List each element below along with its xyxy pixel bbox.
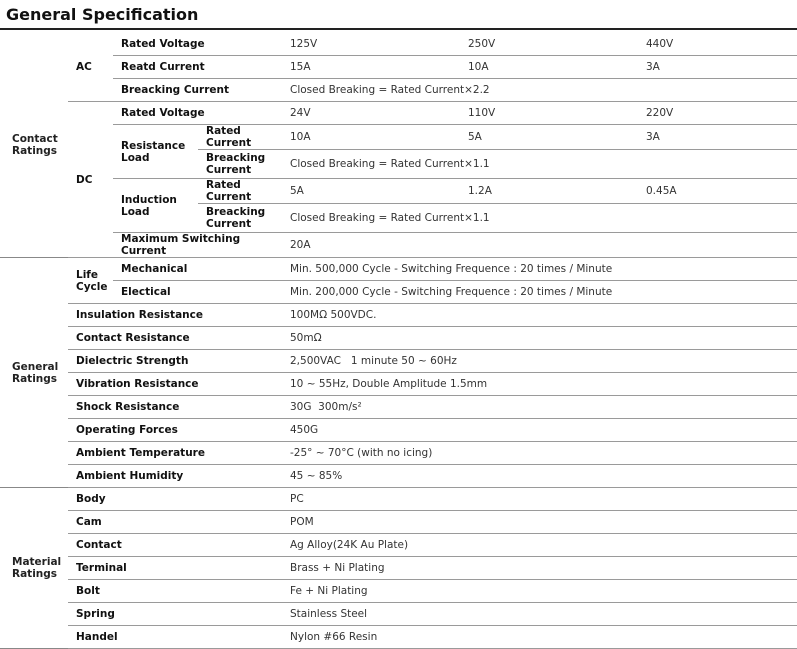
cell-value: 24V bbox=[282, 101, 460, 125]
cell-value: 110V bbox=[460, 101, 638, 125]
row-label: Insulation Resistance bbox=[68, 303, 282, 327]
row-label: Breacking Current bbox=[198, 203, 282, 233]
group-general-ratings: General Ratings bbox=[0, 257, 68, 488]
cell-value: 3A bbox=[638, 55, 797, 79]
table-row: General Ratings Life Cycle Mechanical Mi… bbox=[0, 257, 797, 488]
table-row: Contact Ag Alloy(24K Au Plate) bbox=[0, 533, 797, 557]
cell-value: 125V bbox=[282, 33, 460, 56]
cell-value: 15A bbox=[282, 55, 460, 79]
cell-value: 50mΩ bbox=[282, 326, 797, 350]
cell-value: 2,500VAC 1 minute 50 ~ 60Hz bbox=[282, 349, 797, 373]
cell-value: 100MΩ 500VDC. bbox=[282, 303, 797, 327]
table-row: Maximum Switching Current 20A bbox=[0, 232, 797, 258]
ac-label: AC bbox=[68, 33, 113, 102]
row-label: Breacking Current bbox=[113, 78, 282, 102]
table-row: Material Ratings Body PC bbox=[0, 487, 797, 649]
cell-value: 5A bbox=[282, 178, 460, 204]
title-divider bbox=[0, 28, 797, 30]
table-row: Induction Load Rated Current 5A 1.2A 0.4… bbox=[0, 178, 797, 233]
table-row: Contact Ratings AC Rated Voltage 125V 25… bbox=[0, 33, 797, 258]
table-row: DC Rated Voltage 24V 110V 220V bbox=[0, 101, 797, 258]
row-label: Body bbox=[68, 487, 282, 511]
dc-label: DC bbox=[68, 101, 113, 258]
group-material-ratings: Material Ratings bbox=[0, 487, 68, 649]
row-label: Dielectric Strength bbox=[68, 349, 282, 373]
group-contact-ratings: Contact Ratings bbox=[0, 33, 68, 258]
row-label: Terminal bbox=[68, 556, 282, 580]
table-row: Resistance Load Rated Current 10A 5A 3A bbox=[0, 124, 797, 179]
row-label: Reatd Current bbox=[113, 55, 282, 79]
table-row: Vibration Resistance 10 ~ 55Hz, Double Am… bbox=[0, 372, 797, 396]
spec-table: Contact Ratings AC Rated Voltage 125V 25… bbox=[0, 33, 797, 649]
row-label: Maximum Switching Current bbox=[113, 232, 282, 258]
table-row: Ambient Temperature -25° ~ 70°C (with no … bbox=[0, 441, 797, 465]
table-row: Breacking Current Closed Breaking = Rate… bbox=[0, 203, 797, 233]
cell-value: Closed Breaking = Rated Current×1.1 bbox=[282, 149, 797, 179]
cell-value: 10A bbox=[460, 55, 638, 79]
cell-value: Min. 200,000 Cycle - Switching Frequence… bbox=[282, 280, 797, 304]
table-row: Contact Resistance 50mΩ bbox=[0, 326, 797, 350]
cell-value: 45 ~ 85% bbox=[282, 464, 797, 488]
table-row: Terminal Brass + Ni Plating bbox=[0, 556, 797, 580]
row-label: Contact bbox=[68, 533, 282, 557]
table-row: Operating Forces 450G bbox=[0, 418, 797, 442]
cell-value: 450G bbox=[282, 418, 797, 442]
cell-value: 10A bbox=[282, 124, 460, 150]
cell-value: Stainless Steel bbox=[282, 602, 797, 626]
table-row: Electical Min. 200,000 Cycle - Switching… bbox=[0, 280, 797, 304]
cell-value: 30G 300m/s² bbox=[282, 395, 797, 419]
cell-value: 1.2A bbox=[460, 178, 638, 204]
row-label: Electical bbox=[113, 280, 282, 304]
cell-value: 10 ~ 55Hz, Double Amplitude 1.5mm bbox=[282, 372, 797, 396]
cell-value: 250V bbox=[460, 33, 638, 56]
row-label: Rated Current bbox=[198, 178, 282, 204]
table-row: Spring Stainless Steel bbox=[0, 602, 797, 626]
row-label: Bolt bbox=[68, 579, 282, 603]
cell-value: 440V bbox=[638, 33, 797, 56]
table-row: Dielectric Strength 2,500VAC 1 minute 50 … bbox=[0, 349, 797, 373]
table-row: Breacking Current Closed Breaking = Rate… bbox=[0, 78, 797, 102]
cell-value: PC bbox=[282, 487, 797, 511]
cell-value: 220V bbox=[638, 101, 797, 125]
cell-value: Ag Alloy(24K Au Plate) bbox=[282, 533, 797, 557]
table-row: Handel Nylon #66 Resin bbox=[0, 625, 797, 649]
row-label: Shock Resistance bbox=[68, 395, 282, 419]
cell-value: 0.45A bbox=[638, 178, 797, 204]
cell-value: Closed Breaking = Rated Current×1.1 bbox=[282, 203, 797, 233]
row-label: Rated Voltage bbox=[113, 33, 282, 56]
table-row: Cam POM bbox=[0, 510, 797, 534]
cell-value: POM bbox=[282, 510, 797, 534]
table-row: Bolt Fe + Ni Plating bbox=[0, 579, 797, 603]
cell-value: 5A bbox=[460, 124, 638, 150]
cell-value: Fe + Ni Plating bbox=[282, 579, 797, 603]
induction-load-label: Induction Load bbox=[113, 178, 198, 233]
table-row: Reatd Current 15A 10A 3A bbox=[0, 55, 797, 79]
cell-value: Nylon #66 Resin bbox=[282, 625, 797, 649]
row-label: Rated Voltage bbox=[113, 101, 282, 125]
table-row: Ambient Humidity 45 ~ 85% bbox=[0, 464, 797, 488]
page-title: General Specification bbox=[6, 5, 199, 24]
row-label: Mechanical bbox=[113, 257, 282, 281]
resistance-load-label: Resistance Load bbox=[113, 124, 198, 179]
row-label: Handel bbox=[68, 625, 282, 649]
row-label: Contact Resistance bbox=[68, 326, 282, 350]
table-row: Insulation Resistance 100MΩ 500VDC. bbox=[0, 303, 797, 327]
table-row: Breacking Current Closed Breaking = Rate… bbox=[0, 149, 797, 179]
cell-value: Brass + Ni Plating bbox=[282, 556, 797, 580]
row-label: Rated Current bbox=[198, 124, 282, 150]
cell-value: Min. 500,000 Cycle - Switching Frequence… bbox=[282, 257, 797, 281]
row-label: Ambient Humidity bbox=[68, 464, 282, 488]
life-cycle-label: Life Cycle bbox=[68, 257, 113, 304]
row-label: Breacking Current bbox=[198, 149, 282, 179]
row-label: Spring bbox=[68, 602, 282, 626]
cell-value: 3A bbox=[638, 124, 797, 150]
table-row: Shock Resistance 30G 300m/s² bbox=[0, 395, 797, 419]
cell-value: 20A bbox=[282, 232, 797, 258]
row-label: Operating Forces bbox=[68, 418, 282, 442]
cell-value: Closed Breaking = Rated Current×2.2 bbox=[282, 78, 797, 102]
cell-value: -25° ~ 70°C (with no icing) bbox=[282, 441, 797, 465]
row-label: Ambient Temperature bbox=[68, 441, 282, 465]
row-label: Vibration Resistance bbox=[68, 372, 282, 396]
row-label: Cam bbox=[68, 510, 282, 534]
